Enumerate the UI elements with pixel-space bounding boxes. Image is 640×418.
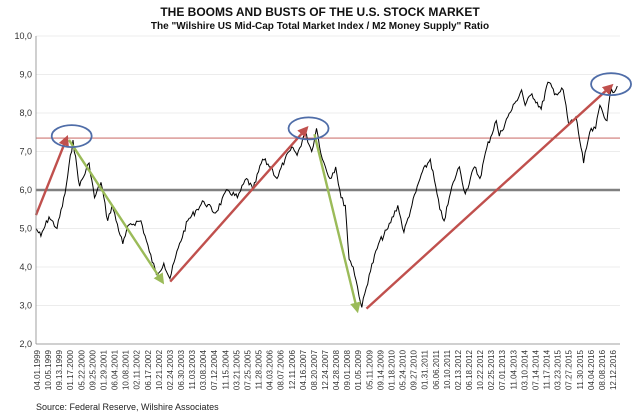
y-tick-label: 7,0 (19, 147, 32, 157)
x-tick-label: 11.28.2005 (255, 349, 264, 389)
x-tick-label: 06.17.2002 (144, 349, 153, 390)
x-tick-label: 02.24.2003 (166, 349, 175, 390)
x-tick-label: 03.08.2004 (199, 350, 208, 391)
x-tick-label: 08.20.2007 (310, 349, 319, 390)
x-tick-label: 05.24.2010 (399, 349, 408, 390)
x-tick-label: 04.04.2016 (587, 349, 596, 390)
rise-arrow (34, 135, 69, 216)
y-tick-label: 10,0 (14, 31, 32, 41)
x-tick-label: 12.11.2006 (288, 349, 297, 389)
source-note: Source: Federal Reserve, Wilshire Associ… (36, 402, 219, 412)
y-tick-label: 2,0 (19, 339, 32, 349)
highlight-circle (590, 72, 632, 97)
x-tick-label: 11.30.2015 (576, 349, 585, 389)
x-tick-label: 04.01.1999 (33, 349, 42, 390)
x-tick-label: 03.21.2005 (232, 349, 241, 390)
fall-arrow (67, 139, 165, 285)
x-tick-label: 04.16.2007 (299, 349, 308, 390)
x-tick-label: 06.04.2001 (111, 349, 120, 390)
y-tick-label: 4,0 (19, 262, 32, 272)
x-tick-label: 10.21.2002 (155, 349, 164, 390)
x-tick-label: 06.06.2011 (432, 349, 441, 389)
y-tick-labels: 2,0 3,0 4,0 5,0 6,0 7,0 8,0 9,0 10,0 (14, 31, 32, 349)
x-tick-label: 07.14.2014 (532, 349, 541, 390)
rise-arrow (365, 83, 614, 310)
x-tick-label: 04.03.2006 (266, 349, 275, 390)
x-tick-label: 05.22.2000 (77, 349, 86, 390)
y-tick-label: 9,0 (19, 70, 32, 80)
series-layer (35, 81, 618, 308)
y-tick-label: 3,0 (19, 301, 32, 311)
x-tick-label: 11.04.2013 (509, 349, 518, 389)
x-tick-label: 05.11.2009 (365, 349, 374, 389)
x-tick-label: 09.01.2008 (343, 350, 352, 391)
x-tick-label: 09.27.2010 (410, 349, 419, 390)
x-tick-label: 02.25.2013 (487, 350, 496, 391)
x-tick-label: 11.17.2014 (543, 349, 552, 389)
x-tick-label: 08.08.2016 (598, 349, 607, 390)
x-tick-label: 01.18.2010 (388, 349, 397, 390)
y-tick-label: 6,0 (19, 185, 32, 195)
x-tick-label: 07.01.2013 (498, 349, 507, 390)
fall-arrow (313, 133, 361, 314)
x-tick-label: 06.18.2012 (465, 349, 474, 390)
x-tick-label: 10.10.2011 (443, 349, 452, 389)
x-tick-label: 11.15.2004 (221, 349, 230, 389)
reference-lines (36, 137, 620, 192)
x-tick-label: 03.23.2015 (554, 349, 563, 390)
x-tick-label: 04.28.2008 (332, 349, 341, 390)
annotations-layer (34, 72, 632, 314)
x-tick-label: 10.22.2012 (476, 349, 485, 390)
x-tick-label: 01.31.2011 (421, 349, 430, 389)
y-tick-label: 8,0 (19, 108, 32, 118)
x-tick-label: 12.12.2016 (609, 349, 618, 390)
y-tick-label: 5,0 (19, 224, 32, 234)
x-tick-label: 01.17.2000 (66, 349, 75, 390)
x-tick-label: 02.13.2012 (454, 349, 463, 390)
chart-subtitle: The "Wilshire US Mid-Cap Total Market In… (150, 21, 490, 32)
x-tick-label: 12.24.2007 (321, 349, 330, 390)
series-line (35, 81, 618, 308)
x-tick-label: 02.11.2002 (133, 349, 142, 389)
x-tick-label: 10.08.2001 (122, 349, 131, 390)
x-tick-label: 07.12.2004 (210, 349, 219, 390)
x-tick-label: 10.05.1999 (44, 349, 53, 390)
x-tick-label: 09.14.2009 (376, 349, 385, 390)
x-tick-label: 01.29.2001 (100, 349, 109, 390)
x-tick-labels: 04.01.1999 10.05.1999 09.13.1999 01.17.2000… (33, 349, 618, 390)
x-tick-label: 06.30.2003 (177, 349, 186, 390)
x-tick-label: 07.25.2005 (244, 349, 253, 390)
x-tick-label: 07.27.2015 (565, 349, 574, 390)
x-tick-label: 01.05.2009 (354, 349, 363, 390)
rise-arrow (169, 125, 309, 283)
x-tick-label: 11.03.2003 (188, 349, 197, 389)
chart-title: THE BOOMS AND BUSTS OF THE U.S. STOCK MA… (160, 5, 480, 19)
x-tick-label: 08.07.2006 (277, 349, 286, 390)
highlight-circle (50, 124, 93, 149)
x-tick-label: 09.13.1999 (55, 350, 64, 391)
x-tick-label: 03.10.2014 (520, 349, 529, 390)
x-tick-label: 09.25.2000 (88, 349, 97, 390)
highlight-circle (287, 116, 330, 141)
